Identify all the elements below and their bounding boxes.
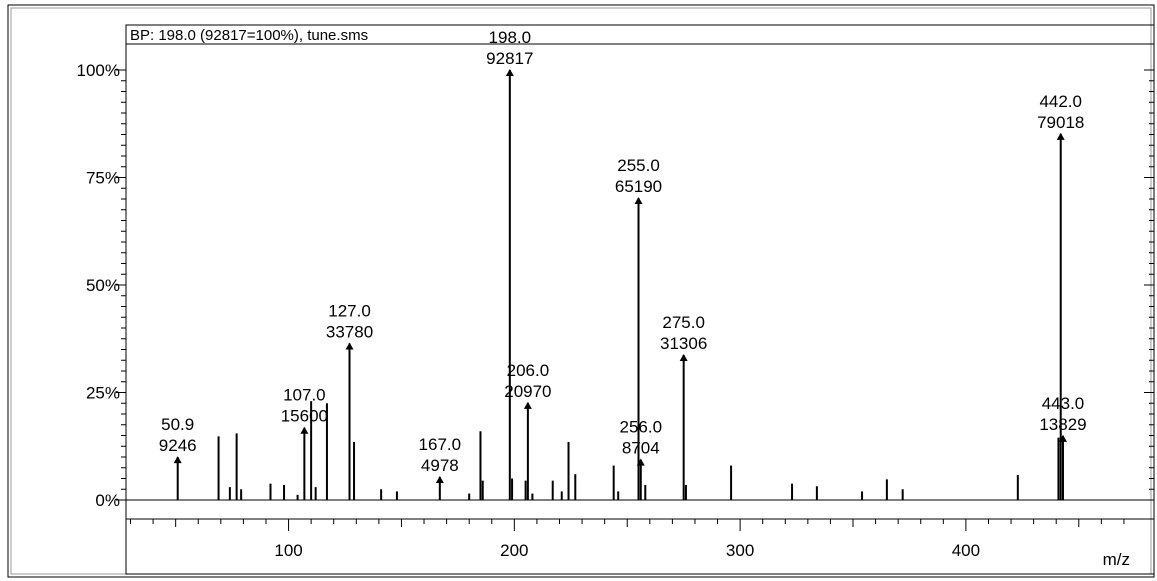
y-tick-label: 50% <box>86 276 120 295</box>
peak-arrow <box>1056 132 1065 140</box>
peak-count-label: 33780 <box>326 323 373 342</box>
peak-arrow <box>435 475 444 483</box>
peak-mz-label: 256.0 <box>619 418 662 437</box>
peak-count-label: 65190 <box>615 177 662 196</box>
x-axis-label: m/z <box>1103 550 1130 569</box>
peak-mz-label: 255.0 <box>617 156 660 175</box>
peak-mz-label: 198.0 <box>489 28 532 47</box>
spectrum-peaks <box>173 69 1067 500</box>
y-tick-label: 100% <box>77 61 120 80</box>
peak-arrow <box>634 196 643 204</box>
peak-mz-label: 107.0 <box>283 386 326 405</box>
x-tick-label: 300 <box>726 541 754 560</box>
x-tick-label: 400 <box>952 541 980 560</box>
x-axis: 100 200 300 400 <box>125 499 1154 560</box>
peak-mz-label: 443.0 <box>1042 394 1085 413</box>
peak-count-label: 31306 <box>660 334 707 353</box>
outer-border <box>7 4 1155 578</box>
peak-arrow <box>505 69 514 76</box>
peak-mz-label: 206.0 <box>507 361 550 380</box>
peak-arrow <box>345 342 354 350</box>
peak-arrow <box>636 458 645 466</box>
y-tick-label: 0% <box>95 491 120 510</box>
y-axis: 0% 25% 50% 75% 100% <box>77 44 1154 510</box>
y-tick-label: 75% <box>86 169 120 188</box>
chart-title: BP: 198.0 (92817=100%), tune.sms <box>130 27 368 44</box>
peak-count-label: 92817 <box>486 49 533 68</box>
peak-mz-label: 50.9 <box>161 415 194 434</box>
peak-count-label: 13829 <box>1039 415 1086 434</box>
peak-arrow <box>679 353 688 361</box>
peak-mz-label: 127.0 <box>328 302 371 321</box>
peak-mz-label: 442.0 <box>1039 92 1082 111</box>
peak-mz-label: 275.0 <box>662 313 705 332</box>
peak-count-label: 4978 <box>421 456 459 475</box>
peak-count-label: 20970 <box>504 382 551 401</box>
peak-count-label: 8704 <box>622 439 660 458</box>
peak-count-label: 79018 <box>1037 113 1084 132</box>
peak-labels: 50.9 9246 107.0 15600 127.0 33780 167.0 4978 198… <box>159 28 1087 475</box>
y-tick-label: 25% <box>86 384 120 403</box>
peak-mz-label: 167.0 <box>419 435 462 454</box>
peak-arrow <box>300 426 309 434</box>
peak-count-label: 9246 <box>159 436 197 455</box>
peak-arrow <box>523 401 532 409</box>
inner-border <box>10 7 1152 575</box>
x-tick-label: 100 <box>274 541 302 560</box>
peak-count-label: 15600 <box>281 407 328 426</box>
x-tick-label: 200 <box>500 541 528 560</box>
peak-arrow <box>173 456 182 464</box>
peak-arrow <box>1058 434 1067 442</box>
